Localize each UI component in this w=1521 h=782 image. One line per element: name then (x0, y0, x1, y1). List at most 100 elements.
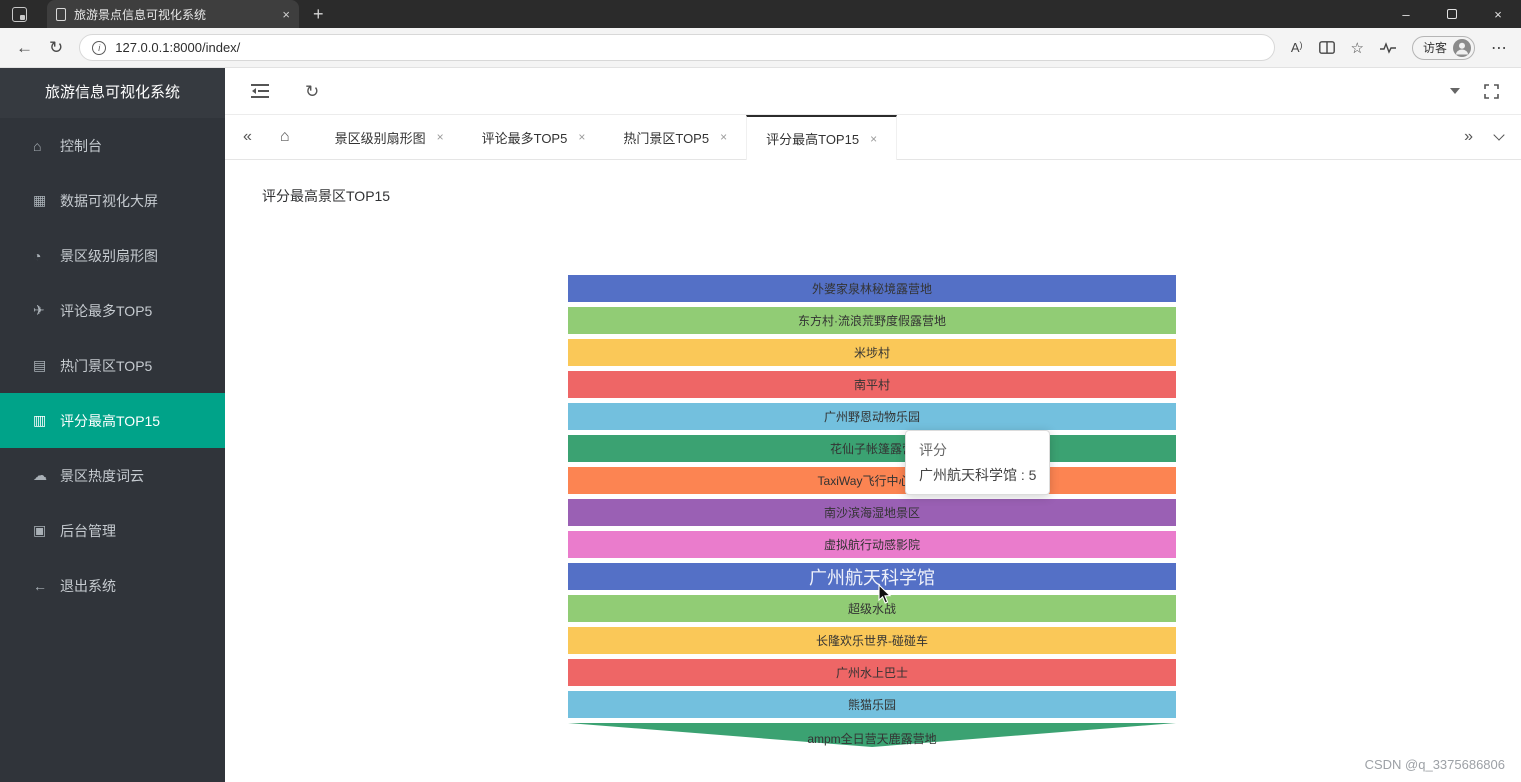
funnel-item[interactable]: 熊猫乐园 (568, 691, 1176, 718)
tab-rating-top15[interactable]: 评分最高TOP15 × (746, 115, 898, 160)
funnel-item[interactable]: 南沙滨海湿地景区 (568, 499, 1176, 526)
sidebar-item-label: 评论最多TOP5 (60, 302, 153, 319)
comments-icon: ▤ (33, 357, 47, 373)
browser-tab-close-icon[interactable]: × (282, 6, 290, 22)
funnel-item-tip[interactable]: ampm全日营天鹿露营地 (568, 723, 1176, 747)
maximize-icon (1447, 9, 1457, 19)
sidebar-item-admin[interactable]: ▣ 后台管理 (0, 503, 225, 558)
browser-menu-icon[interactable]: ⋯ (1491, 39, 1507, 57)
main-area: ↻ « ⌂ 景区级别扇形图 × 评论最多TOP5 × 热门景区TOP5 × 评分最高T… (225, 68, 1521, 782)
funnel-item-label: TaxiWay飞行中心(广 (817, 474, 927, 488)
sidebar-item-pie-chart[interactable]: ◔ 景区级别扇形图 (0, 228, 225, 283)
site-info-icon[interactable]: i (92, 40, 107, 55)
workspace-tabs: 景区级别扇形图 × 评论最多TOP5 × 热门景区TOP5 × 评分最高TOP15 × (316, 115, 898, 160)
funnel-item-label: 虚拟航行动感影院 (823, 538, 920, 552)
address-bar[interactable]: i 127.0.0.1:8000/index/ (79, 34, 1275, 61)
browser-essentials-icon[interactable] (1379, 41, 1396, 54)
tab-pie-chart[interactable]: 景区级别扇形图 × (316, 115, 463, 159)
funnel-item-label: 超级水战 (847, 602, 896, 616)
scroll-tabs-right-icon[interactable]: » (1464, 128, 1473, 145)
app-shell: 旅游信息可视化系统 ⌂ 控制台 ▦ 数据可视化大屏 ◔ 景区级别扇形图 ✈ 评论最多TO… (0, 68, 1521, 782)
sidebar-item-label: 后台管理 (60, 522, 116, 539)
funnel-item[interactable]: 外婆家泉林秘境露营地 (568, 275, 1176, 302)
maximize-button[interactable] (1429, 0, 1475, 28)
chevron-down-icon[interactable] (1493, 129, 1505, 141)
tooltip-series-name: 评分 (919, 442, 947, 458)
minimize-button[interactable]: – (1402, 6, 1410, 22)
funnel-item[interactable]: 长隆欢乐世界-碰碰车 (568, 627, 1176, 654)
tab-close-icon[interactable]: × (436, 130, 444, 144)
funnel-item-label: 长隆欢乐世界-碰碰车 (816, 634, 928, 648)
sidebar-item-console[interactable]: ⌂ 控制台 (0, 118, 225, 173)
funnel-chart: 外婆家泉林秘境露营地 东方村·流浪荒野度假露营地 米埗村 南平村 广州野恩动物乐… (568, 275, 1176, 747)
split-screen-icon[interactable] (1318, 41, 1335, 54)
back-button[interactable]: ← (16, 38, 33, 57)
tab-close-icon[interactable]: × (870, 131, 878, 146)
window-controls: – × (1383, 0, 1521, 28)
sidebar-item-label: 退出系统 (60, 577, 116, 594)
tab-hot-top5[interactable]: 热门景区TOP5 × (604, 115, 746, 159)
workspace-tabbar: « ⌂ 景区级别扇形图 × 评论最多TOP5 × 热门景区TOP5 × 评分最高TOP… (225, 115, 1521, 160)
sidebar-item-comments-top5[interactable]: ✈ 评论最多TOP5 (0, 283, 225, 338)
sidebar-item-label: 景区级别扇形图 (60, 247, 158, 264)
tab-label: 景区级别扇形图 (334, 130, 426, 146)
funnel-item-label: 南沙滨海湿地景区 (823, 506, 920, 520)
funnel-item[interactable]: 南平村 (568, 371, 1176, 398)
app-toolbar: ↻ (225, 68, 1521, 115)
funnel-item-label: 广州航天科学馆 (809, 567, 935, 588)
sidebar-item-hot-top5[interactable]: ▤ 热门景区TOP5 (0, 338, 225, 393)
fullscreen-icon[interactable] (1484, 83, 1499, 99)
funnel-item[interactable]: 花仙子帐篷露营 (568, 435, 1176, 462)
word-cloud-icon: ☁ (33, 467, 47, 483)
guest-profile-button[interactable]: 访客 (1411, 35, 1475, 60)
funnel-item-highlighted[interactable]: 广州航天科学馆 (568, 563, 1176, 590)
tab-comments-top5[interactable]: 评论最多TOP5 × (463, 115, 605, 159)
tab-close-icon[interactable]: × (578, 130, 586, 144)
dropdown-caret-icon[interactable] (1450, 88, 1460, 94)
toolbar-right (1450, 83, 1499, 99)
funnel-item[interactable]: 东方村·流浪荒野度假露营地 (568, 307, 1176, 334)
sidebar-title: 旅游信息可视化系统 (0, 68, 225, 118)
admin-icon: ▣ (33, 522, 47, 538)
funnel-item[interactable]: 广州野恩动物乐园 (568, 403, 1176, 430)
tab-close-icon[interactable]: × (720, 130, 728, 144)
sidebar-item-logout[interactable]: ← 退出系统 (0, 558, 225, 613)
sidebar-item-label: 热门景区TOP5 (60, 357, 153, 374)
chart-tooltip: 评分 广州航天科学馆 : 5 (905, 430, 1051, 495)
funnel-item[interactable]: 广州水上巴士 (568, 659, 1176, 686)
workspaces-icon[interactable] (12, 6, 27, 22)
page-refresh-icon[interactable]: ↻ (305, 81, 320, 101)
funnel-item-label: 花仙子帐篷露营 (829, 442, 914, 456)
dashboard-icon: ▦ (33, 192, 47, 208)
funnel-item-label: 南平村 (853, 378, 890, 392)
menu-fold-icon[interactable] (251, 84, 269, 98)
favorites-icon[interactable]: ☆ (1350, 39, 1364, 57)
home-tab-icon[interactable]: ⌂ (279, 128, 290, 145)
sidebar-item-rating-top15[interactable]: ▥ 评分最高TOP15 (0, 393, 225, 448)
sidebar-item-dashboard[interactable]: ▦ 数据可视化大屏 (0, 173, 225, 228)
sidebar: 旅游信息可视化系统 ⌂ 控制台 ▦ 数据可视化大屏 ◔ 景区级别扇形图 ✈ 评论最多TO… (0, 68, 225, 782)
sidebar-item-label: 数据可视化大屏 (60, 192, 158, 209)
sidebar-item-label: 评分最高TOP15 (60, 412, 161, 429)
sidebar-item-word-cloud[interactable]: ☁ 景区热度词云 (0, 448, 225, 503)
funnel-item-label: 米埗村 (853, 346, 890, 360)
funnel-item[interactable]: 超级水战 (568, 595, 1176, 622)
new-tab-button[interactable]: + (313, 4, 324, 24)
browser-tab[interactable]: 旅游景点信息可视化系统 × (47, 0, 299, 28)
read-aloud-icon[interactable]: A) (1290, 40, 1303, 55)
funnel-item[interactable]: TaxiWay飞行中心(广 (568, 467, 1176, 494)
funnel-item-label: ampm全日营天鹿露营地 (807, 732, 937, 746)
funnel-item[interactable]: 虚拟航行动感影院 (568, 531, 1176, 558)
addressbar-actions: A) ☆ 访客 ⋯ (1290, 35, 1507, 60)
funnel-item[interactable]: 米埗村 (568, 339, 1176, 366)
plane-icon: ✈ (33, 302, 45, 318)
funnel-item-label: 广州野恩动物乐园 (823, 410, 920, 424)
close-button[interactable]: × (1494, 6, 1502, 22)
browser-refresh-button[interactable]: ↻ (49, 38, 64, 57)
scroll-tabs-left-icon[interactable]: « (243, 128, 252, 145)
funnel-item-label: 熊猫乐园 (847, 698, 896, 712)
tabbar-right: » (1464, 128, 1505, 145)
sidebar-item-label: 控制台 (60, 137, 102, 154)
tab-label: 热门景区TOP5 (623, 130, 710, 146)
